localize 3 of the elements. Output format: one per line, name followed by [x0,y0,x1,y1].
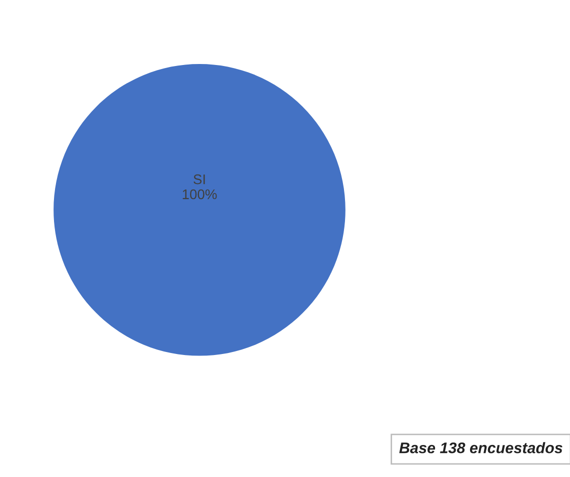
data-label: 100% [182,189,217,200]
text: Base 138 encuestados [399,442,562,454]
slice-label: SI [194,174,205,184]
